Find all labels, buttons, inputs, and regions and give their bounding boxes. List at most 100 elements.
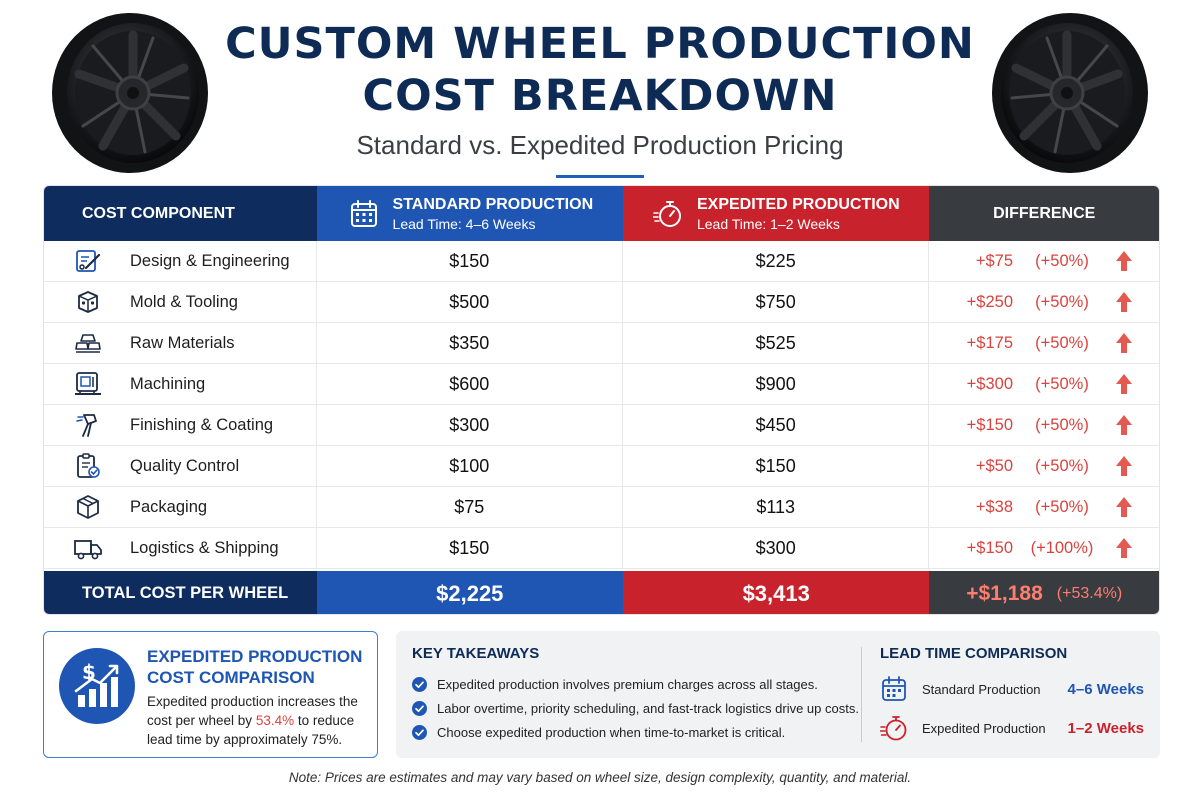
takeaway-text: Expedited production involves premium ch…: [437, 677, 818, 692]
difference-percent: (+100%): [1030, 538, 1094, 557]
check-circle-icon: [412, 725, 427, 740]
cell-expedited-cost: $525: [623, 323, 930, 363]
mold-icon: [78, 291, 98, 313]
cell-component: Packaging: [44, 487, 317, 527]
cell-expedited-cost: $113: [623, 487, 930, 527]
difference-amount: +$250: [966, 292, 1013, 311]
cell-component: Logistics & Shipping: [44, 528, 317, 568]
cell-expedited-cost: $750: [623, 282, 930, 322]
total-difference-amount: +$1,188: [966, 581, 1043, 605]
lead-time-standard-label: Standard Production: [922, 681, 1041, 697]
component-label: Mold & Tooling: [130, 292, 238, 311]
cell-component: Finishing & Coating: [44, 405, 317, 445]
component-label: Raw Materials: [130, 333, 235, 352]
difference-amount: +$150: [966, 415, 1013, 434]
difference-percent: (+50%): [1035, 333, 1089, 352]
cell-difference: +$50 (+50%): [929, 446, 1159, 486]
difference-percent: (+50%): [1035, 292, 1089, 311]
up-arrow-icon: [1116, 415, 1132, 435]
panel-divider: [861, 647, 862, 742]
cell-difference: +$150 (+50%): [929, 405, 1159, 445]
total-label: TOTAL COST PER WHEEL: [44, 571, 317, 614]
page-title-line-1: CUSTOM WHEEL PRODUCTION: [225, 19, 975, 69]
stopwatch-icon: [652, 200, 681, 227]
summary-title-line-2: COST COMPARISON: [147, 668, 315, 687]
total-difference-percent: (+53.4%): [1056, 584, 1123, 602]
cell-standard-cost: $600: [317, 364, 623, 404]
total-standard: $2,225: [316, 571, 623, 614]
difference-amount: +$175: [966, 333, 1013, 352]
cell-expedited-cost: $450: [623, 405, 930, 445]
component-label: Logistics & Shipping: [130, 538, 279, 557]
takeaway-item: Labor overtime, priority scheduling, and…: [412, 701, 859, 716]
header-standard-production: STANDARD PRODUCTION Lead Time: 4–6 Weeks: [316, 186, 623, 241]
page-header: CUSTOM WHEEL PRODUCTION COST BREAKDOWN S…: [200, 18, 1000, 178]
table-row: Raw Materials $350 $525 +$175 (+50%): [44, 323, 1159, 364]
cell-component: Raw Materials: [44, 323, 317, 363]
header-expedited-production: EXPEDITED PRODUCTION Lead Time: 1–2 Week…: [622, 186, 930, 241]
up-arrow-icon: [1116, 374, 1132, 394]
takeaway-item: Choose expedited production when time-to…: [412, 725, 785, 740]
table-header: COST COMPONENT STANDARD PRODUCTION Lead …: [44, 186, 1159, 241]
summary-text-before: Expedited production increases the cost …: [147, 694, 358, 728]
cell-expedited-cost: $150: [623, 446, 930, 486]
cell-expedited-cost: $900: [623, 364, 930, 404]
takeaway-text: Choose expedited production when time-to…: [437, 725, 786, 740]
up-arrow-icon: [1116, 456, 1132, 476]
summary-text-after: to reduce lead time by approximately 75%…: [147, 713, 355, 747]
difference-amount: +$50: [975, 456, 1013, 475]
table-row: Logistics & Shipping $150 $300 +$150 (+1…: [44, 528, 1159, 569]
cell-standard-cost: $100: [317, 446, 623, 486]
box-icon: [77, 495, 99, 519]
cell-standard-cost: $300: [317, 405, 623, 445]
key-takeaways-heading: KEY TAKEAWAYS: [412, 645, 540, 662]
info-panel: KEY TAKEAWAYS Expedited production invol…: [396, 631, 1160, 758]
summary-highlight: 53.4%: [255, 713, 295, 728]
wheel-image-left: [52, 13, 208, 173]
up-arrow-icon: [1116, 292, 1132, 312]
standard-lead-time: Lead Time: 4–6 Weeks: [392, 215, 536, 232]
component-label: Finishing & Coating: [130, 415, 274, 434]
machining-icon: [75, 372, 101, 395]
lead-time-expedited-label: Expedited Production: [922, 720, 1046, 736]
table-row: Quality Control $100 $150 +$50 (+50%): [44, 446, 1159, 487]
table-row: Design & Engineering $150 $225 +$75 (+50…: [44, 241, 1159, 282]
header-difference: DIFFERENCE: [929, 186, 1159, 241]
design-icon: [76, 250, 101, 272]
difference-percent: (+50%): [1035, 456, 1089, 475]
cell-component: Machining: [44, 364, 317, 404]
table-row: Machining $600 $900 +$300 (+50%): [44, 364, 1159, 405]
up-arrow-icon: [1116, 497, 1132, 517]
cell-difference: +$250 (+50%): [929, 282, 1159, 322]
lead-time-standard-value: 4–6 Weeks: [1067, 680, 1144, 698]
lead-time-standard-row: Standard Production 4–6 Weeks: [880, 674, 1144, 704]
difference-percent: (+50%): [1035, 497, 1089, 516]
summary-title-line-1: EXPEDITED PRODUCTION: [147, 647, 363, 666]
cost-comparison-card: $ EXPEDITED PRODUCTION COST COMPARISON E…: [43, 631, 378, 758]
difference-amount: +$300: [966, 374, 1013, 393]
cell-difference: +$300 (+50%): [929, 364, 1159, 404]
truck-icon: [74, 540, 102, 560]
table-row: Finishing & Coating $300 $450 +$150 (+50…: [44, 405, 1159, 446]
takeaway-text: Labor overtime, priority scheduling, and…: [437, 701, 859, 716]
takeaway-item: Expedited production involves premium ch…: [412, 677, 818, 692]
difference-percent: (+50%): [1035, 415, 1089, 434]
cell-expedited-cost: $225: [623, 241, 930, 281]
summary-title: EXPEDITED PRODUCTION COST COMPARISON: [147, 646, 362, 688]
component-label: Packaging: [130, 497, 208, 516]
up-arrow-icon: [1116, 251, 1132, 271]
cell-component: Quality Control: [44, 446, 317, 486]
component-label: Machining: [130, 374, 206, 393]
footnote: Note: Prices are estimates and may vary …: [288, 770, 912, 785]
summary-description: Expedited production increases the cost …: [147, 692, 369, 749]
wheel-image-right: [992, 13, 1148, 173]
page-subtitle: Standard vs. Expedited Production Pricin…: [356, 130, 844, 160]
total-expedited: $3,413: [623, 571, 930, 614]
cell-component: Design & Engineering: [44, 241, 317, 281]
header-cost-component: COST COMPONENT: [44, 186, 317, 241]
cell-standard-cost: $150: [317, 241, 623, 281]
difference-percent: (+50%): [1035, 374, 1089, 393]
cell-expedited-cost: $300: [623, 528, 930, 568]
calendar-icon: [350, 199, 377, 227]
cell-standard-cost: $150: [317, 528, 623, 568]
